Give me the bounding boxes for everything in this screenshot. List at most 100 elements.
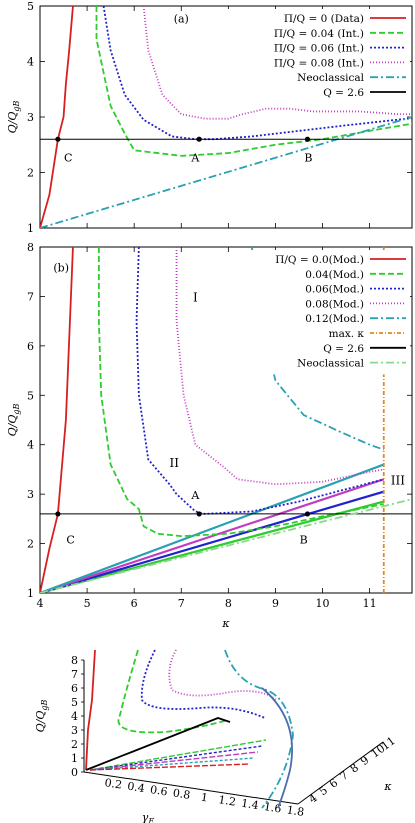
surface-curve — [224, 649, 294, 809]
bundle-line — [40, 478, 385, 593]
x-tick-label: 6 — [131, 597, 138, 610]
surface-curve — [140, 649, 266, 719]
kappa-tick-label: 6 — [327, 776, 340, 791]
x-tick-label: 9 — [272, 597, 279, 610]
z-tick-label: 8 — [71, 654, 78, 667]
legend: Π/Q = 0.0(Mod.) 0.04(Mod.) 0.06(Mod.) 0.08(… — [236, 250, 410, 375]
gamma-tick-label: 0.6 — [149, 783, 168, 799]
y-tick-label: 2 — [27, 167, 34, 180]
annotation-label: III — [391, 473, 405, 487]
z-tick-label: 3 — [71, 724, 78, 737]
point-marker — [196, 136, 202, 142]
x-tick-label: 7 — [178, 597, 185, 610]
y-tick-label: 1 — [27, 222, 34, 235]
x-tick-label: 8 — [225, 597, 232, 610]
kappa-axis-label: κ — [383, 780, 392, 793]
kappa-tick-label: 7 — [337, 769, 350, 784]
z-tick-label: 2 — [71, 738, 78, 751]
y-tick-label: 6 — [27, 340, 34, 353]
x-tick-label: 10 — [316, 597, 330, 610]
y-tick-label: 5 — [27, 389, 34, 402]
legend-entry-label: 0.04(Mod.) — [305, 269, 364, 281]
annotation-label: I — [193, 290, 198, 304]
gamma-tick-label: 0.2 — [104, 776, 123, 792]
annotation-label: C — [66, 534, 74, 547]
gamma-tick-label: 0.8 — [172, 786, 191, 802]
series-line — [102, 6, 412, 141]
y-tick-label: 5 — [27, 0, 34, 13]
bundle-line — [40, 463, 385, 593]
series-line — [40, 6, 74, 228]
base-line — [89, 745, 263, 771]
legend-entry-label: Π/Q = 0 (Data) — [284, 13, 364, 25]
legend-entry-label: Π/Q = 0.06 (Int.) — [274, 43, 364, 55]
gamma-tick-label: 1.8 — [286, 803, 305, 819]
legend-entry-label: Π/Q = 0.04 (Int.) — [274, 28, 364, 40]
surface-curve — [85, 649, 96, 771]
annotation-label: C — [64, 151, 72, 164]
surface-curve — [117, 649, 229, 734]
kappa-tick-label: 9 — [358, 753, 371, 768]
y-tick-label: 4 — [27, 56, 34, 69]
plot-frame — [39, 246, 413, 594]
z-tick-label: 5 — [71, 696, 78, 709]
annotation-label: B — [300, 534, 308, 547]
legend-entry-label: max. κ — [329, 328, 365, 340]
legend-entry-label: 0.06(Mod.) — [305, 284, 364, 296]
point-marker — [196, 511, 202, 517]
kappa-tick-label: 5 — [317, 784, 330, 799]
gamma-tick-label: 1 — [200, 791, 209, 805]
annotation-label: (a) — [174, 13, 189, 26]
y-tick-label: 4 — [27, 439, 34, 452]
x-axis-label: κ — [221, 617, 230, 630]
annotation-label: B — [304, 151, 312, 164]
surface-curve — [168, 649, 277, 701]
panel-a: 1 2 3 4 5 Q/QgB C A B (a) Π/Q = 0 (Data) Π/Q = 0.04… — [6, 0, 413, 235]
bundle-line — [40, 490, 385, 593]
legend-entry-label: 0.12(Mod.) — [305, 313, 364, 325]
legend-entry-label: Q = 2.6 — [323, 343, 364, 355]
gamma-tick-label: 0.4 — [126, 780, 145, 796]
annotation-label: (b) — [53, 262, 69, 275]
legend-entry-label: Π/Q = 0.08 (Int.) — [274, 57, 364, 69]
series-line — [40, 116, 412, 228]
legend-entry-label: 0.08(Mod.) — [305, 298, 364, 310]
base-line — [89, 751, 259, 771]
legend-bg — [236, 250, 410, 375]
kappa-tick-label: 4 — [306, 791, 319, 806]
z-tick-label: 0 — [71, 766, 78, 779]
series-line — [175, 247, 384, 486]
gamma-axis — [83, 771, 299, 805]
kappa-axis — [297, 741, 384, 805]
y-tick-label: 1 — [27, 587, 34, 600]
surface-curve — [261, 687, 293, 809]
point-marker — [55, 136, 61, 142]
y-tick-label: 3 — [27, 488, 34, 501]
legend-entry-label: Π/Q = 0.0(Mod.) — [275, 254, 364, 266]
series-line — [142, 6, 412, 120]
annotation-label: II — [169, 456, 179, 470]
annotation-label: A — [190, 151, 200, 164]
legend: Π/Q = 0 (Data) Π/Q = 0.04 (Int.) Π/Q = 0.0… — [206, 9, 410, 104]
z-tick-label: 7 — [71, 668, 78, 681]
series-line — [251, 247, 385, 451]
x-tick-label: 4 — [37, 597, 44, 610]
z-axis-label: Q/QgB — [34, 700, 49, 733]
legend-bg — [206, 9, 410, 104]
y-tick-label: 2 — [27, 538, 34, 551]
y-tick-label: 7 — [27, 290, 34, 303]
base-line — [89, 763, 251, 771]
gamma-tick-label: 1.2 — [217, 793, 236, 809]
y-axis-label: Q/QgB — [6, 101, 21, 134]
z-tick-label: 1 — [71, 752, 78, 765]
gamma-tick-label: 1.6 — [263, 800, 282, 816]
x-tick-label: 11 — [363, 597, 377, 610]
y-tick-label: 8 — [27, 241, 34, 254]
y-axis-label: Q/QgB — [6, 404, 21, 437]
base-line — [89, 739, 267, 771]
point-marker — [304, 136, 311, 142]
surface-curve — [85, 717, 231, 771]
legend-entry-label: Neoclassical — [297, 72, 364, 84]
kappa-tick-label: 8 — [348, 761, 361, 776]
